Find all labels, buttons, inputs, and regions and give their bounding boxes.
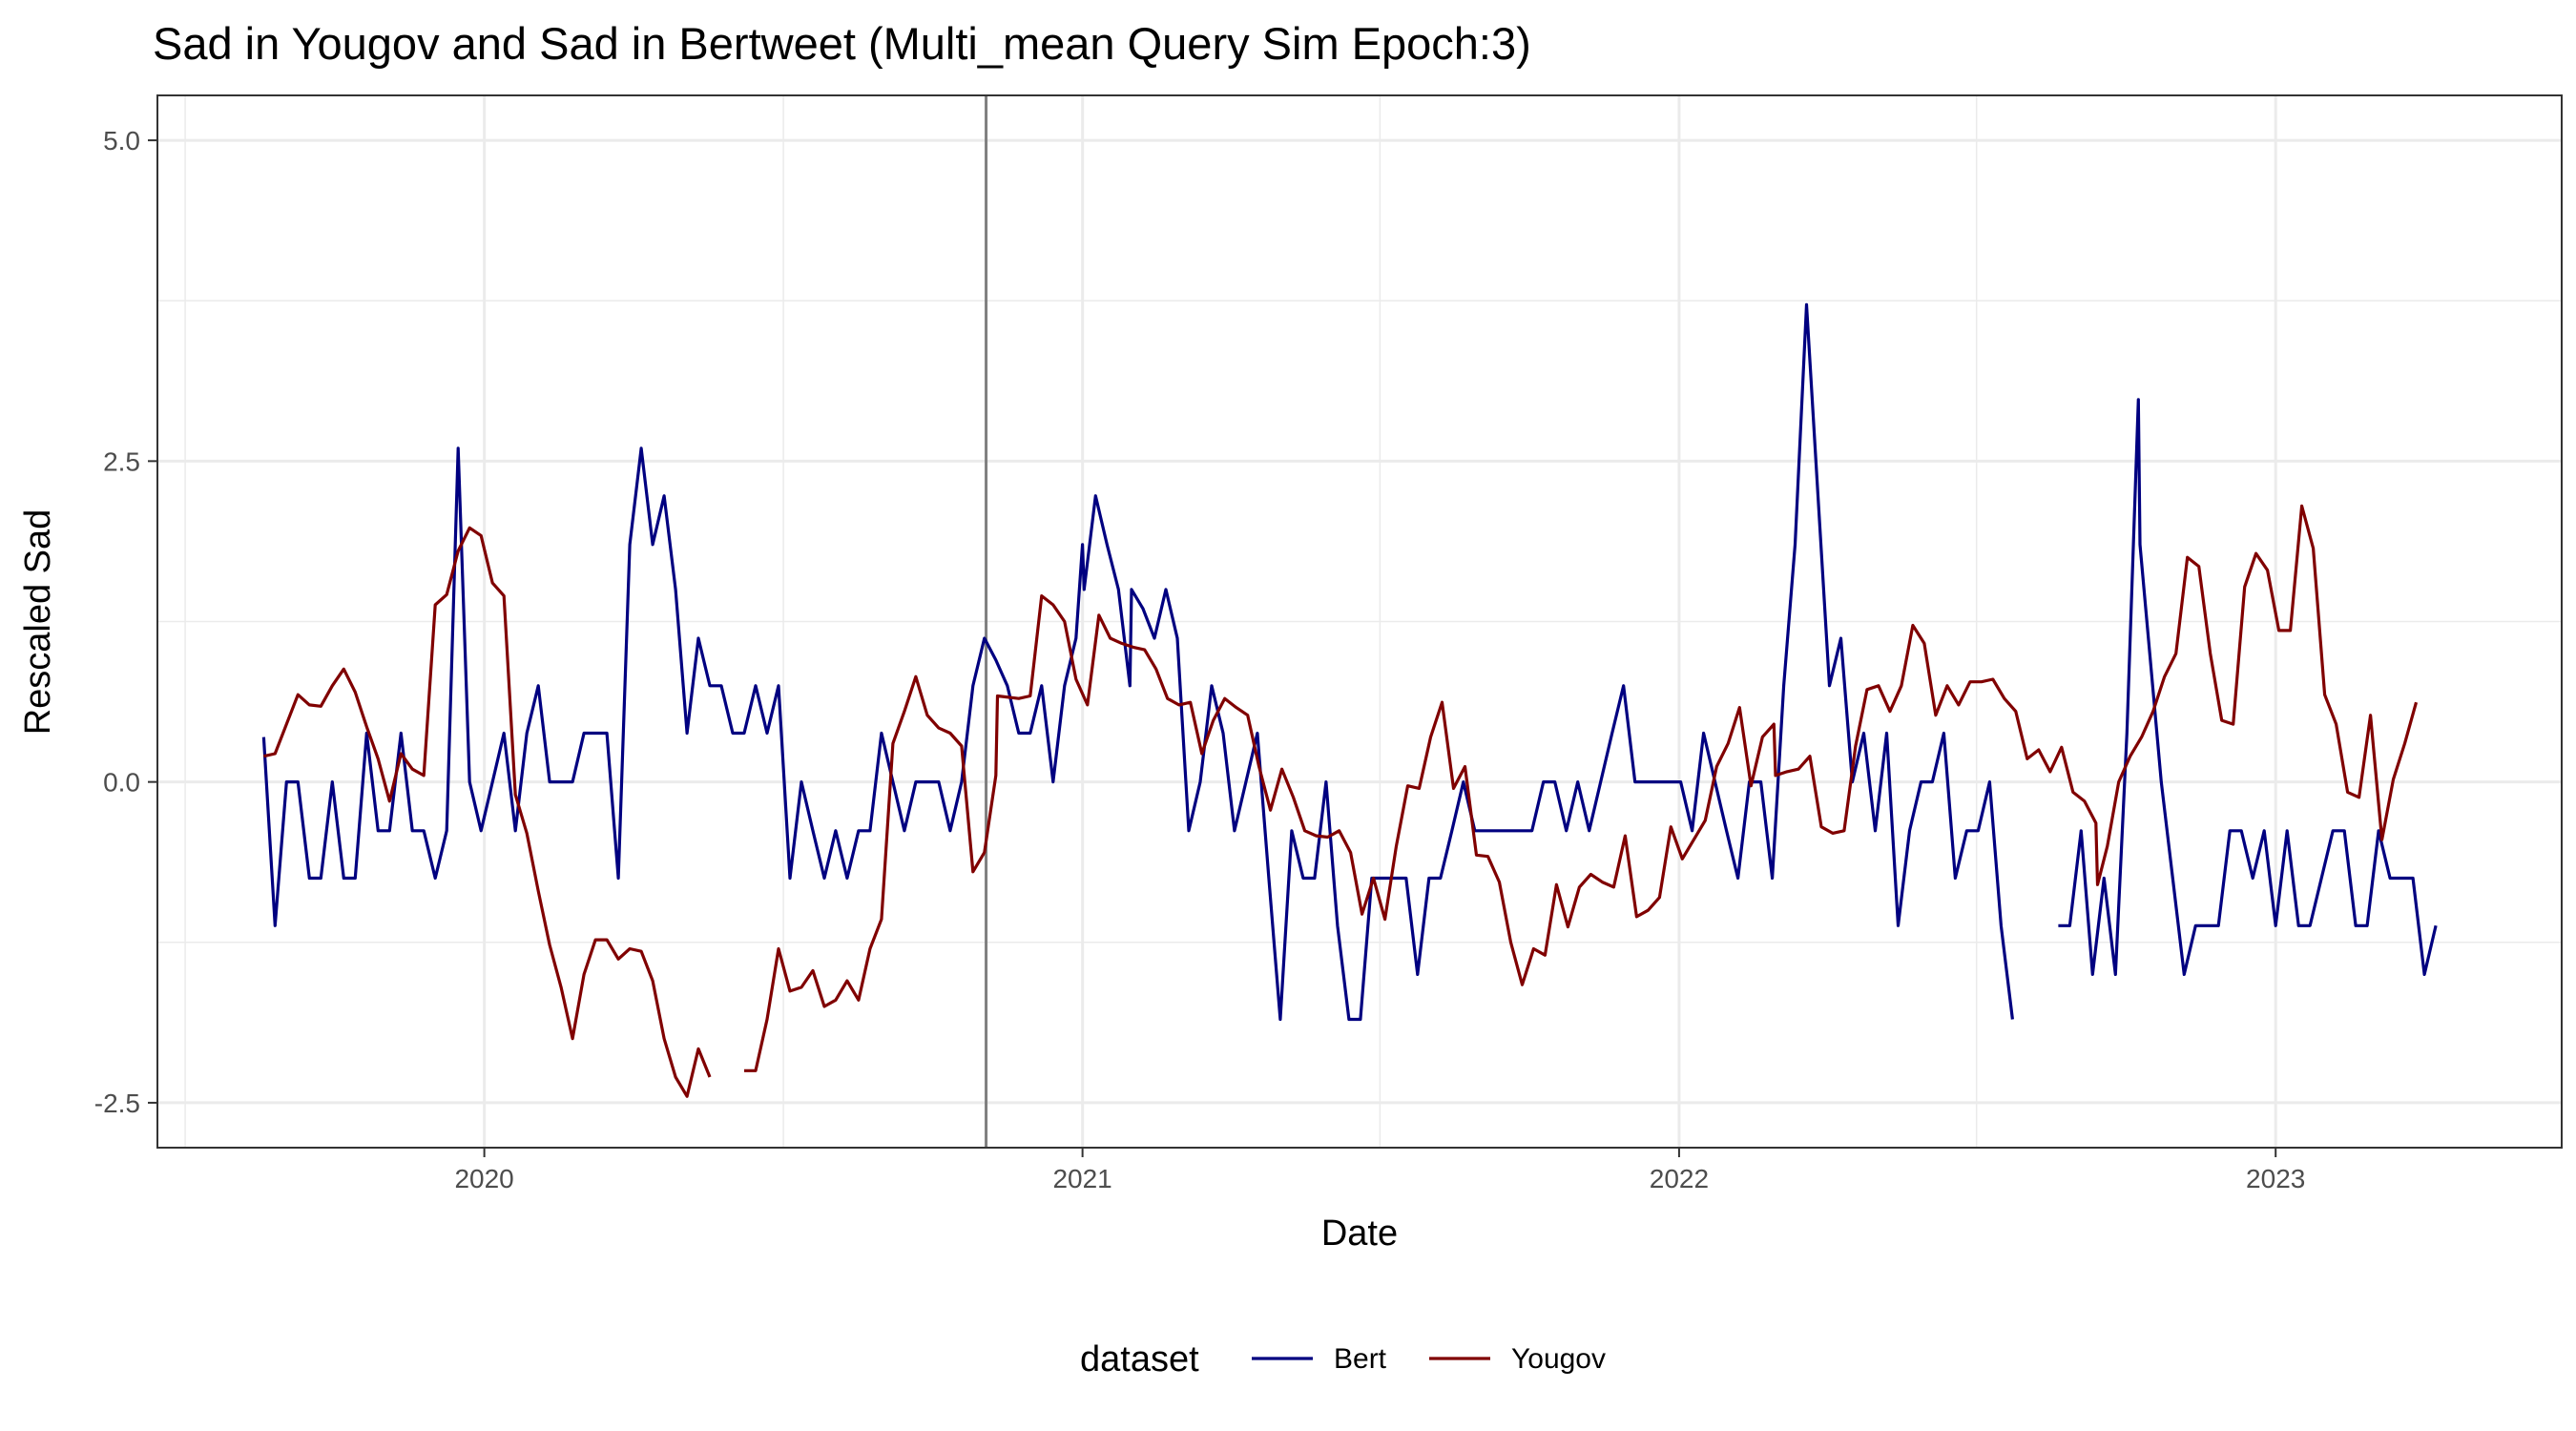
legend-label-bert: Bert (1334, 1343, 1387, 1375)
series-line-yougov (263, 504, 2419, 1098)
series-line-bert (261, 302, 2438, 1022)
series-layer (261, 302, 2438, 1098)
y-tick-label: 5.0 (103, 126, 140, 156)
x-tick-label: 2022 (1650, 1164, 1709, 1193)
legend-title: dataset (1080, 1339, 1199, 1379)
y-axis-title: Rescaled Sad (18, 509, 58, 736)
legend: dataset Bert Yougov (1080, 1339, 1606, 1379)
y-axis: -2.5 0.0 2.5 5.0 (94, 126, 157, 1118)
panel-border (156, 94, 2563, 1149)
y-tick-label: 2.5 (103, 446, 140, 476)
x-tick-label: 2021 (1052, 1164, 1111, 1193)
x-axis-title: Date (1321, 1213, 1398, 1254)
y-tick-label: 0.0 (103, 768, 140, 798)
minor-gridlines (157, 95, 2562, 1148)
y-tick-label: -2.5 (94, 1089, 140, 1118)
chart-title: Sad in Yougov and Sad in Bertweet (Multi… (153, 18, 1531, 69)
x-tick-label: 2020 (454, 1164, 513, 1193)
legend-label-yougov: Yougov (1511, 1343, 1606, 1375)
x-axis: 2020 2021 2022 2023 (454, 1148, 2305, 1193)
x-tick-label: 2023 (2246, 1164, 2305, 1193)
